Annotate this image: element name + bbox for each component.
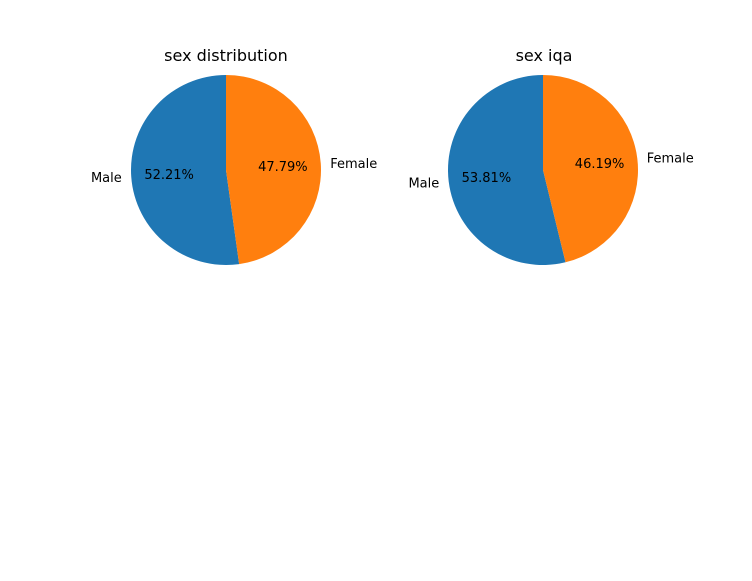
pie-slice-female — [543, 75, 639, 263]
slice-percent-label: 47.79% — [258, 160, 308, 175]
chart-title: sex distribution — [164, 46, 288, 65]
pie-slice-male — [448, 75, 566, 265]
slice-label: Male — [91, 171, 122, 186]
slice-label: Female — [647, 152, 694, 167]
pie-slice-female — [226, 75, 322, 265]
chart-title: sex iqa — [516, 46, 573, 65]
slice-percent-label: 53.81% — [462, 171, 512, 186]
pie-chart-sex-distribution: Male 52.21% Female 47.79% sex distribution — [91, 46, 377, 265]
slice-label: Male — [408, 176, 439, 191]
slice-percent-label: 52.21% — [144, 168, 194, 183]
slice-percent-label: 46.19% — [575, 157, 625, 172]
pie-chart-sex-iqa: Male 53.81% Female 46.19% sex iqa — [408, 46, 694, 265]
slice-label: Female — [330, 157, 377, 172]
pie-slice-male — [131, 75, 240, 265]
